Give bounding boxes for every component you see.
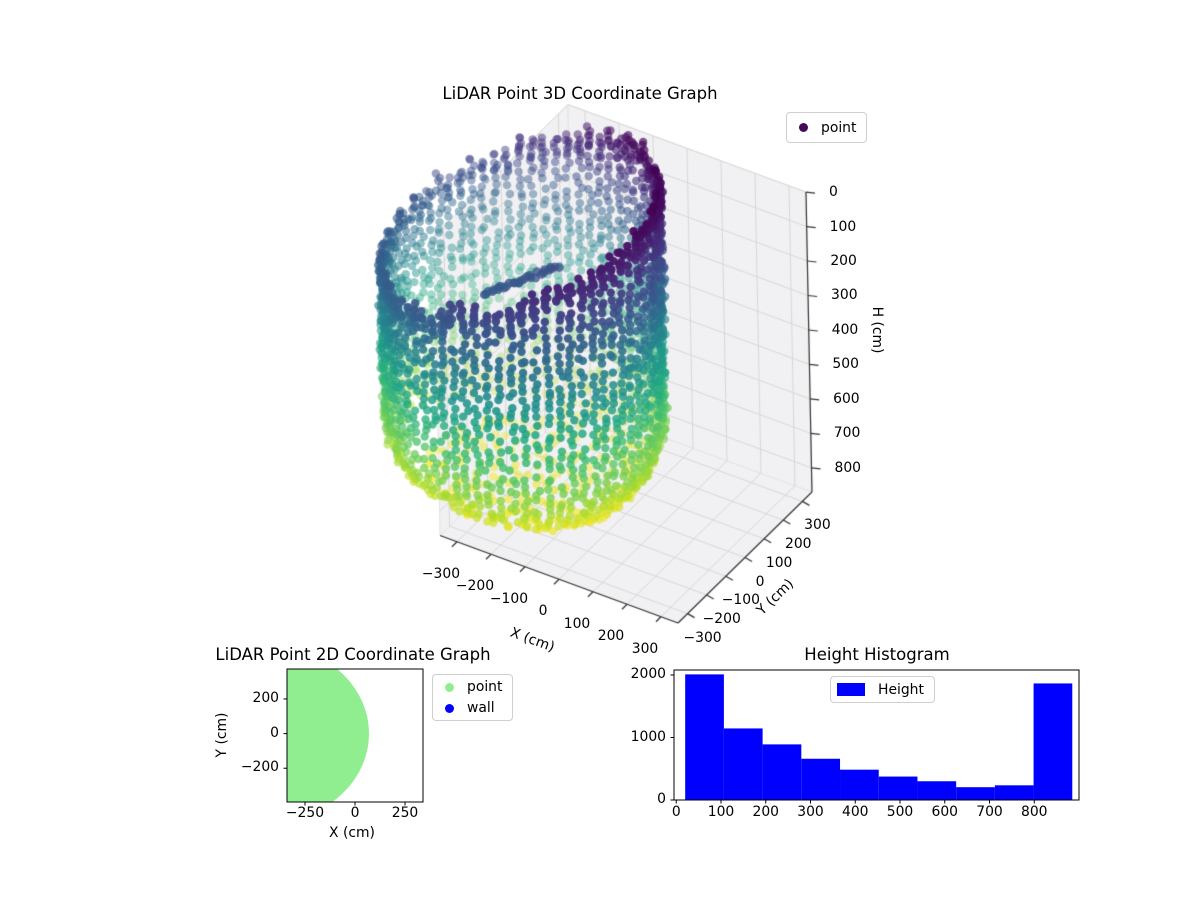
hist-bar [723, 728, 763, 800]
hist-bar [917, 781, 957, 800]
hist-y-tick-label: 1000 [630, 728, 666, 745]
plot3d-z-tick-label: 600 [833, 390, 860, 407]
plot2d-legend-item-point: point [433, 677, 512, 698]
plot3d-canvas [295, 80, 915, 660]
plot3d-y-tick-label: −100 [721, 592, 760, 609]
plot3d-x-tick-label: −300 [421, 565, 461, 582]
plot2d-legend-label-point: point [467, 679, 503, 695]
hist-x-tick-label: 700 [976, 804, 1003, 821]
hist-x-tick-label: 600 [931, 804, 958, 821]
plot3d-legend-label: point [821, 119, 857, 136]
hist-title: Height Histogram [804, 645, 950, 664]
plot3d-y-tick-label: 100 [765, 554, 793, 571]
plot2d-title: LiDAR Point 2D Coordinate Graph [215, 645, 491, 664]
plot3d-x-tick-label: 200 [597, 628, 625, 645]
hist-bar [878, 776, 918, 800]
hist-bar [994, 785, 1034, 800]
plot2d-y-tick-label: 200 [252, 690, 279, 706]
hist-x-tick-label: 100 [707, 804, 735, 821]
plot3d-y-tick-label: 200 [785, 536, 812, 553]
hist-axes-box [673, 669, 1080, 801]
point-footprint-region [287, 669, 369, 802]
plot3d-x-tick-label: 0 [538, 603, 548, 620]
wall-marker-icon [445, 703, 454, 713]
hist-bar [1033, 683, 1073, 800]
plot3d-x-tick-label: −100 [489, 590, 529, 607]
hist-x-tick-label: 500 [886, 804, 914, 821]
plot3d-x-tick-label: 100 [563, 615, 591, 632]
plot3d-legend-item-point: point [787, 117, 866, 138]
hist-bar [840, 769, 879, 800]
point-marker-icon [799, 123, 808, 132]
hist-bar [762, 744, 802, 800]
plot3d-z-tick-label: 300 [831, 287, 858, 304]
plot3d-legend: point [786, 112, 868, 143]
plot3d-y-tick-label: −300 [683, 629, 722, 646]
plot3d-z-tick-label: 0 [828, 184, 838, 201]
hist-bar [801, 758, 841, 800]
hist-y-tick-label: 2000 [630, 666, 666, 683]
plot2d-y-tick-label: −200 [240, 759, 279, 776]
plot2d-x-axis-label: X (cm) [329, 825, 375, 842]
plot2d-legend-item-wall: wall [433, 698, 512, 719]
point-marker-icon [445, 682, 454, 692]
plot3d-x-tick-label: 300 [631, 640, 659, 657]
hist-bar [956, 787, 995, 800]
plot3d-y-tick-label: 300 [804, 517, 831, 534]
plot3d-z-tick-label: 100 [829, 218, 857, 235]
plot3d-z-tick-label: 200 [830, 253, 857, 270]
plot3d-y-tick-label: 0 [755, 573, 765, 590]
hist-x-tick-label: 0 [671, 804, 681, 821]
hist-legend-label: Height [878, 681, 924, 698]
plot3d-z-tick-label: 400 [831, 322, 859, 339]
plot3d-z-tick-label: 800 [834, 459, 861, 476]
plot2d-x-tick-label: −250 [285, 805, 325, 822]
plot3d-x-tick-label: −200 [455, 578, 495, 595]
plot3d-y-tick-label: −200 [702, 610, 741, 627]
hist-x-tick-label: 300 [797, 804, 824, 821]
plot2d-y-tick-label: 0 [270, 724, 279, 741]
plot2d-x-tick-label: 250 [391, 805, 419, 822]
hist-legend: Height [830, 676, 935, 703]
plot3d-z-tick-label: 700 [833, 425, 861, 442]
hist-bar [685, 674, 724, 800]
hist-x-tick-label: 800 [1020, 804, 1048, 821]
plot2d-legend-label-wall: wall [467, 700, 495, 716]
plot2d-legend: point wall [432, 674, 514, 721]
hist-y-tick-label: 0 [657, 791, 666, 808]
hist-legend-item-height: Height [831, 679, 934, 700]
plot2d-x-tick-label: 0 [350, 805, 360, 822]
hist-x-tick-label: 400 [841, 804, 869, 821]
hist-x-tick-label: 200 [752, 804, 779, 821]
height-swatch-icon [837, 683, 865, 696]
plot3d-z-tick-label: 500 [832, 356, 859, 373]
